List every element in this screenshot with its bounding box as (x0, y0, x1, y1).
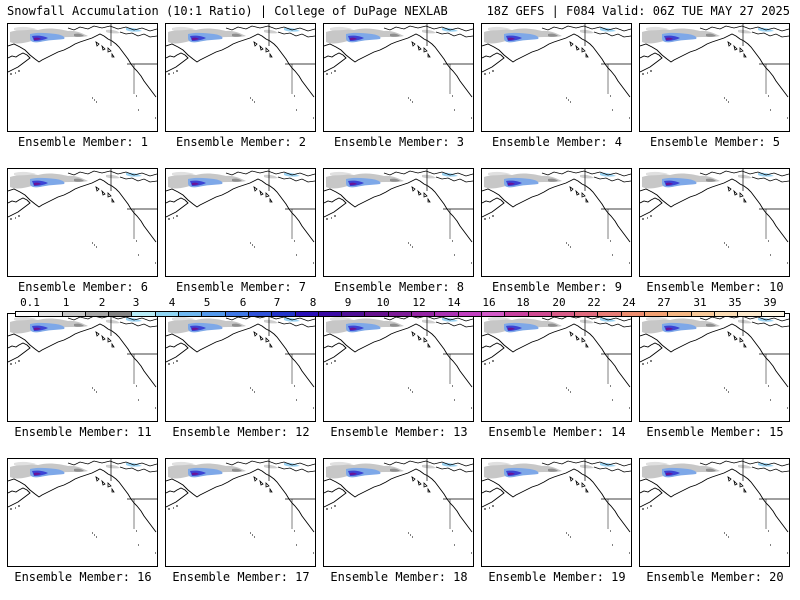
colorbar-segment (505, 312, 529, 316)
ensemble-member-map-10 (639, 168, 790, 277)
ensemble-member-map-18 (323, 458, 474, 567)
colorbar-tick-label: 35 (728, 296, 742, 309)
colorbar-segment (109, 312, 133, 316)
colorbar-segment (481, 312, 506, 316)
ensemble-member-label: Ensemble Member: 9 (491, 280, 623, 294)
ensemble-member-map-5 (639, 23, 790, 132)
colorbar-segment (62, 312, 86, 316)
ensemble-member-label: Ensemble Member: 11 (14, 425, 152, 439)
ensemble-member-map-6 (7, 168, 158, 277)
colorbar-segment (435, 312, 459, 316)
colorbar-segment (318, 312, 343, 316)
ensemble-member-label: Ensemble Member: 1 (17, 135, 149, 149)
colorbar-tick-label: 7 (273, 296, 281, 309)
colorbar-segment (738, 312, 762, 316)
ensemble-member-label: Ensemble Member: 13 (330, 425, 468, 439)
ensemble-member-map-15 (639, 313, 790, 422)
ensemble-member-label: Ensemble Member: 8 (333, 280, 465, 294)
colorbar-tick-label: 14 (447, 296, 461, 309)
ensemble-member-label: Ensemble Member: 10 (646, 280, 784, 294)
ensemble-member-map-16 (7, 458, 158, 567)
colorbar-segment (85, 312, 110, 316)
colorbar-segment (202, 312, 226, 316)
ensemble-member-map-14 (481, 313, 632, 422)
ensemble-member-label: Ensemble Member: 7 (175, 280, 307, 294)
colorbar-tick-label: 2 (98, 296, 106, 309)
ensemble-member-map-8 (323, 168, 474, 277)
colorbar-tick-label: 18 (516, 296, 530, 309)
colorbar-segment (412, 312, 436, 316)
map-title: Snowfall Accumulation (10:1 Ratio) | Col… (7, 4, 448, 18)
ensemble-member-map-11 (7, 313, 158, 422)
colorbar-tick-label: 1 (62, 296, 70, 309)
colorbar-segment (645, 312, 669, 316)
colorbar-tick-label: 24 (622, 296, 636, 309)
ensemble-member-map-13 (323, 313, 474, 422)
colorbar-segment (714, 312, 739, 316)
colorbar-segment (179, 312, 203, 316)
colorbar-tick-label: 8 (309, 296, 317, 309)
colorbar-segment (528, 312, 552, 316)
colorbar-segment (668, 312, 692, 316)
colorbar-tick-label: 22 (587, 296, 601, 309)
ensemble-member-label: Ensemble Member: 14 (488, 425, 626, 439)
run-valid-info: 18Z GEFS | F084 Valid: 06Z TUE MAY 27 20… (486, 4, 790, 18)
colorbar-segment (248, 312, 273, 316)
colorbar-segment (365, 312, 389, 316)
colorbar-tick-label: 20 (552, 296, 566, 309)
colorbar-segment (691, 312, 715, 316)
ensemble-member-label: Ensemble Member: 15 (646, 425, 784, 439)
colorbar-segment (39, 312, 63, 316)
ensemble-member-label: Ensemble Member: 19 (488, 570, 626, 584)
colorbar-segment (458, 312, 482, 316)
colorbar-segment (225, 312, 249, 316)
ensemble-member-label: Ensemble Member: 17 (172, 570, 310, 584)
colorbar-tick-label: 12 (412, 296, 426, 309)
ensemble-member-map-9 (481, 168, 632, 277)
colorbar-segment (551, 312, 576, 316)
ensemble-member-label: Ensemble Member: 20 (646, 570, 784, 584)
ensemble-member-map-17 (165, 458, 316, 567)
ensemble-member-map-20 (639, 458, 790, 567)
colorbar-segment (575, 312, 599, 316)
colorbar-tick-label: 6 (239, 296, 247, 309)
ensemble-member-label: Ensemble Member: 12 (172, 425, 310, 439)
ensemble-member-label: Ensemble Member: 4 (491, 135, 623, 149)
colorbar-tick-label: 9 (344, 296, 352, 309)
colorbar-segment (295, 312, 319, 316)
colorbar-segment (132, 312, 156, 316)
colorbar-tick-label: 31 (693, 296, 707, 309)
colorbar-segment (761, 312, 784, 316)
colorbar-segment (155, 312, 180, 316)
ensemble-member-label: Ensemble Member: 18 (330, 570, 468, 584)
ensemble-member-map-7 (165, 168, 316, 277)
colorbar-segment (342, 312, 366, 316)
ensemble-member-map-19 (481, 458, 632, 567)
ensemble-member-map-4 (481, 23, 632, 132)
colorbar-segment (388, 312, 413, 316)
colorbar-segment (16, 312, 40, 316)
ensemble-member-map-12 (165, 313, 316, 422)
ensemble-member-label: Ensemble Member: 2 (175, 135, 307, 149)
ensemble-member-label: Ensemble Member: 16 (14, 570, 152, 584)
ensemble-member-label: Ensemble Member: 3 (333, 135, 465, 149)
colorbar-tick-label: 16 (482, 296, 496, 309)
ensemble-member-label: Ensemble Member: 6 (17, 280, 149, 294)
ensemble-member-map-3 (323, 23, 474, 132)
ensemble-member-map-1 (7, 23, 158, 132)
colorbar-tick-label: 27 (657, 296, 671, 309)
colorbar-segment (621, 312, 646, 316)
colorbar-tick-label: 39 (763, 296, 777, 309)
colorbar-tick-label: 10 (376, 296, 390, 309)
snowfall-colorbar (15, 311, 785, 317)
colorbar-segment (272, 312, 296, 316)
colorbar-tick-label: 4 (168, 296, 176, 309)
ensemble-member-map-2 (165, 23, 316, 132)
ensemble-member-label: Ensemble Member: 5 (649, 135, 781, 149)
colorbar-tick-label: 5 (203, 296, 211, 309)
colorbar-segment (598, 312, 622, 316)
colorbar-tick-label: 0.1 (20, 296, 40, 309)
colorbar-tick-label: 3 (132, 296, 140, 309)
